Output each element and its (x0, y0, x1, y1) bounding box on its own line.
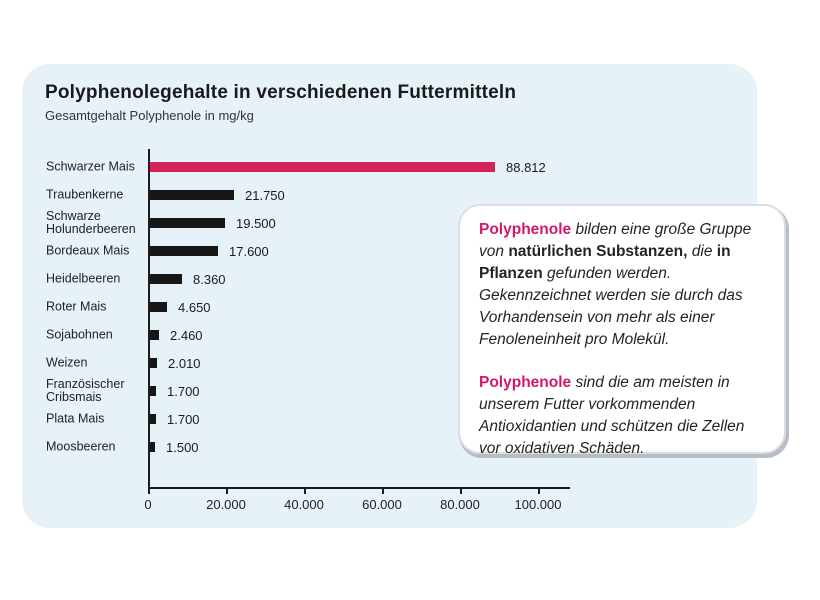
bar-row: Weizen 2.010 (22, 349, 757, 377)
value-label: 2.460 (170, 328, 203, 343)
category-label: Weizen (46, 355, 88, 370)
bar (149, 302, 167, 312)
text-segment: die (687, 243, 717, 260)
y-axis-line (148, 149, 150, 489)
category-label: Roter Mais (46, 299, 107, 314)
text-segment: bilden eine große Gruppe von (479, 221, 752, 260)
info-box: Polyphenole bilden eine große Gruppe von… (458, 204, 786, 457)
bar (149, 218, 225, 228)
brand-term: Polyphenole (479, 374, 572, 391)
bar (149, 442, 155, 452)
x-tick-mark (538, 487, 540, 494)
category-label: Schwarzer Mais (46, 159, 135, 174)
text-segment: sind die am meisten in unserem Futter vo… (479, 374, 745, 457)
bar-chart: Schwarzer Mais 88.812 Traubenkerne 21.750 Sc… (22, 149, 757, 523)
bar-row: Roter Mais 4.650 (22, 293, 757, 321)
x-tick-mark (226, 487, 228, 494)
chart-title: Polyphenolegehalte in verschiedenen Futt… (45, 82, 517, 103)
x-tick-mark (382, 487, 384, 494)
text-segment: in Pflanzen (479, 243, 731, 282)
bar-row: Bordeaux Mais 17.600 (22, 237, 757, 265)
value-label: 1.700 (167, 412, 200, 427)
bar-row: Heidelbeeren 8.360 (22, 265, 757, 293)
category-label: Schwarze Holunderbeeren (46, 209, 136, 236)
x-tick-label: 40.000 (284, 497, 324, 512)
chart-subtitle: Gesamtgehalt Polyphenole in mg/kg (45, 108, 254, 123)
x-tick-label: 100.000 (514, 497, 562, 512)
value-label: 8.360 (193, 272, 226, 287)
info-paragraph: Polyphenole bilden eine große Gruppe von… (479, 219, 770, 351)
value-label: 88.812 (506, 160, 546, 175)
bar (149, 190, 234, 200)
category-label: Plata Mais (46, 411, 105, 426)
category-label: Sojabohnen (46, 327, 113, 342)
bar-row: Schwarzer Mais 88.812 (22, 153, 757, 181)
bar (149, 246, 218, 256)
value-label: 1.700 (167, 384, 200, 399)
x-tick-mark (304, 487, 306, 494)
value-label: 1.500 (166, 440, 199, 455)
bar (149, 386, 156, 396)
x-tick-mark (460, 487, 462, 494)
value-label: 17.600 (229, 244, 269, 259)
bar-row: Schwarze Holunderbeeren 19.500 (22, 209, 757, 237)
info-box-content: Polyphenole bilden eine große Gruppe von… (479, 219, 770, 460)
bar-row: Plata Mais 1.700 (22, 405, 757, 433)
text-segment: gefunden werden. Gekennzeichnet werden s… (479, 265, 743, 348)
bar (149, 358, 157, 368)
text-segment: natürlichen Substanzen, (508, 243, 688, 260)
value-label: 4.650 (178, 300, 211, 315)
value-label: 2.010 (168, 356, 201, 371)
bar-row: Französischer Cribsmais 1.700 (22, 377, 757, 405)
category-label: Bordeaux Mais (46, 243, 130, 258)
x-tick-label: 60.000 (362, 497, 402, 512)
x-tick-label: 20.000 (206, 497, 246, 512)
x-tick-label: 0 (144, 497, 152, 512)
bar-row: Traubenkerne 21.750 (22, 181, 757, 209)
bar-row: Moosbeeren 1.500 (22, 433, 757, 461)
brand-term: Polyphenole (479, 221, 572, 238)
x-tick-label: 80.000 (440, 497, 480, 512)
info-paragraph: Polyphenole sind die am meisten in unser… (479, 372, 770, 460)
value-label: 19.500 (236, 216, 276, 231)
category-label: Traubenkerne (46, 187, 124, 202)
bar-row: Sojabohnen 2.460 (22, 321, 757, 349)
bar (149, 330, 159, 340)
category-label: Moosbeeren (46, 439, 116, 454)
bar (149, 274, 182, 284)
category-label: Französischer Cribsmais (46, 377, 125, 404)
x-tick-mark (148, 487, 150, 494)
bar (149, 162, 495, 172)
x-axis-line (148, 487, 570, 489)
value-label: 21.750 (245, 188, 285, 203)
bar (149, 414, 156, 424)
category-label: Heidelbeeren (46, 271, 121, 286)
